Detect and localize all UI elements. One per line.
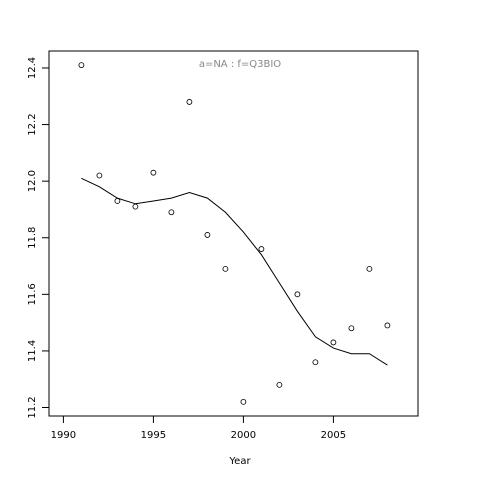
- data-point: [204, 232, 211, 238]
- data-point: [240, 398, 247, 405]
- data-point: [384, 322, 391, 329]
- plot-box: [48, 50, 419, 417]
- data-point: [276, 381, 283, 388]
- data-point: [150, 169, 157, 176]
- y-tick-label: 11.6: [27, 283, 38, 305]
- data-point: [168, 209, 175, 216]
- data-point: [78, 62, 85, 69]
- x-tick-label: 1995: [141, 430, 166, 441]
- y-tick-label: 12.2: [27, 113, 38, 135]
- x-tick-label: 1990: [51, 430, 76, 441]
- y-tick-label: 11.2: [27, 396, 38, 418]
- data-point: [330, 339, 337, 346]
- data-point: [222, 265, 229, 272]
- data-point: [294, 291, 301, 298]
- y-tick-label: 12.0: [27, 170, 38, 192]
- smooth-line: [81, 177, 388, 366]
- x-tick-label: 2005: [321, 430, 346, 441]
- data-point: [258, 246, 265, 252]
- data-point: [186, 99, 193, 105]
- y-tick-label: 11.8: [27, 227, 38, 249]
- data-point: [366, 265, 373, 272]
- data-point: [96, 172, 103, 179]
- data-point: [312, 359, 319, 366]
- x-tick-label: 2000: [231, 430, 256, 441]
- data-point: [348, 325, 355, 332]
- y-tick-label: 12.4: [27, 57, 38, 79]
- annotation: a=NA : f=Q3BIO: [199, 59, 281, 70]
- y-tick-label: 11.4: [27, 340, 38, 362]
- x-axis-label: Year: [228, 456, 251, 467]
